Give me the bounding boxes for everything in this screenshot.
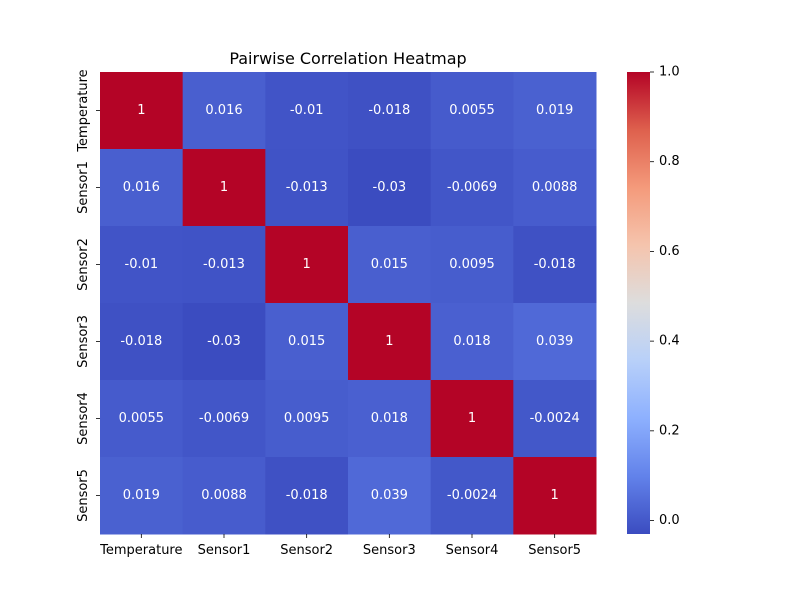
x-tick-label: Sensor3 xyxy=(363,543,416,558)
colorbar-tick-label: 0.4 xyxy=(659,334,680,349)
colorbar-tick-label: 1.0 xyxy=(659,65,680,80)
heatmap-cell xyxy=(265,149,349,227)
cell-value-label: 0.0088 xyxy=(532,180,578,195)
heatmap-cell xyxy=(265,457,349,535)
heatmap-cell xyxy=(430,226,514,304)
heatmap-cell xyxy=(182,380,266,458)
cell-value-label: -0.0024 xyxy=(530,411,580,426)
cell-value-label: 1 xyxy=(468,411,476,426)
y-tick-label: Sensor4 xyxy=(76,392,91,445)
heatmap-cells xyxy=(100,72,597,535)
heatmap-cell xyxy=(513,457,597,535)
cell-value-label: 1 xyxy=(303,257,311,272)
cell-value-label: 0.0088 xyxy=(201,488,247,503)
heatmap-cell xyxy=(265,303,349,381)
cell-value-label: 1 xyxy=(220,180,228,195)
y-tick-label: Sensor3 xyxy=(76,315,91,368)
cell-value-label: 0.015 xyxy=(371,257,408,272)
heatmap-cell xyxy=(100,380,184,458)
cell-value-label: 1 xyxy=(385,334,393,349)
heatmap-cell xyxy=(100,72,184,150)
heatmap-cell xyxy=(430,457,514,535)
y-tick-label: Temperature xyxy=(76,69,91,152)
cell-value-label: 0.0055 xyxy=(449,103,495,118)
heatmap-cell xyxy=(348,226,432,304)
colorbar-tick-label: 0.0 xyxy=(659,513,680,528)
x-tick-label: Sensor1 xyxy=(198,543,251,558)
y-tick-label: Sensor1 xyxy=(76,161,91,214)
heatmap-cell xyxy=(513,226,597,304)
y-tick-label: Sensor5 xyxy=(76,469,91,522)
cell-value-label: -0.03 xyxy=(373,180,407,195)
cell-value-label: 0.039 xyxy=(371,488,408,503)
heatmap-cell xyxy=(182,72,266,150)
cell-value-label: -0.03 xyxy=(207,334,241,349)
heatmap-cell xyxy=(182,149,266,227)
heatmap-cell xyxy=(182,303,266,381)
heatmap-cell xyxy=(513,149,597,227)
heatmap-cell xyxy=(265,72,349,150)
cell-value-label: 1 xyxy=(551,488,559,503)
colorbar-ticks: 0.0 0.2 0.4 0.6 0.8 1.0 xyxy=(650,65,680,528)
cell-value-label: 0.018 xyxy=(371,411,408,426)
cell-value-label: -0.018 xyxy=(286,488,328,503)
heatmap-cell xyxy=(430,72,514,150)
heatmap-cell xyxy=(100,149,184,227)
colorbar-tick-label: 0.8 xyxy=(659,154,680,169)
cell-value-label: 0.0055 xyxy=(119,411,165,426)
colorbar-gradient xyxy=(627,72,650,534)
cell-value-label: 0.016 xyxy=(205,103,242,118)
heatmap-cell xyxy=(265,380,349,458)
heatmap-cell xyxy=(513,303,597,381)
y-axis-ticks: Temperature Sensor1 Sensor2 Sensor3 Sensor4 S… xyxy=(76,69,100,522)
cell-value-label: -0.018 xyxy=(534,257,576,272)
cell-value-label: -0.013 xyxy=(203,257,245,272)
cell-value-label: -0.01 xyxy=(125,257,159,272)
heatmap-cell xyxy=(348,149,432,227)
colorbar-tick-label: 0.6 xyxy=(659,244,680,259)
cell-value-label: 0.0095 xyxy=(449,257,495,272)
cell-value-label: 0.018 xyxy=(453,334,490,349)
heatmap-cell xyxy=(348,303,432,381)
heatmap-cell xyxy=(182,457,266,535)
chart-title: Pairwise Correlation Heatmap xyxy=(229,49,466,68)
heatmap-cell xyxy=(348,457,432,535)
cell-value-label: 0.015 xyxy=(288,334,325,349)
x-tick-label: Sensor4 xyxy=(446,543,499,558)
heatmap-cell xyxy=(513,380,597,458)
heatmap-cell xyxy=(100,226,184,304)
cell-value-label: -0.018 xyxy=(368,103,410,118)
cell-value-label: -0.013 xyxy=(286,180,328,195)
cell-value-label: -0.0024 xyxy=(447,488,497,503)
heatmap-cell xyxy=(348,72,432,150)
cell-value-label: 0.0095 xyxy=(284,411,330,426)
cell-value-label: 1 xyxy=(137,103,145,118)
heatmap-cell xyxy=(430,303,514,381)
heatmap-cell xyxy=(348,380,432,458)
heatmap-cell xyxy=(100,457,184,535)
cell-value-label: 0.039 xyxy=(536,334,573,349)
colorbar: 0.0 0.2 0.4 0.6 0.8 1.0 xyxy=(627,65,680,534)
heatmap-cell-labels: 1 0.016 -0.01 -0.018 0.0055 0.019 0.016 1 -0.013… xyxy=(119,103,580,503)
heatmap-cell xyxy=(430,149,514,227)
cell-value-label: -0.0069 xyxy=(199,411,249,426)
x-tick-label: Sensor2 xyxy=(280,543,333,558)
x-tick-label: Sensor5 xyxy=(528,543,581,558)
cell-value-label: 0.019 xyxy=(123,488,160,503)
cell-value-label: 0.016 xyxy=(123,180,160,195)
cell-value-label: -0.0069 xyxy=(447,180,497,195)
heatmap-cell xyxy=(182,226,266,304)
heatmap-cell xyxy=(100,303,184,381)
x-axis-ticks: Temperature Sensor1 Sensor2 Sensor3 Sensor4 S… xyxy=(99,534,581,558)
heatmap-cell xyxy=(265,226,349,304)
cell-value-label: -0.01 xyxy=(290,103,324,118)
cell-value-label: -0.018 xyxy=(120,334,162,349)
y-tick-label: Sensor2 xyxy=(76,238,91,291)
colorbar-tick-label: 0.2 xyxy=(659,423,680,438)
heatmap-cell xyxy=(513,72,597,150)
x-tick-label: Temperature xyxy=(99,543,182,558)
cell-value-label: 0.019 xyxy=(536,103,573,118)
heatmap-cell xyxy=(430,380,514,458)
